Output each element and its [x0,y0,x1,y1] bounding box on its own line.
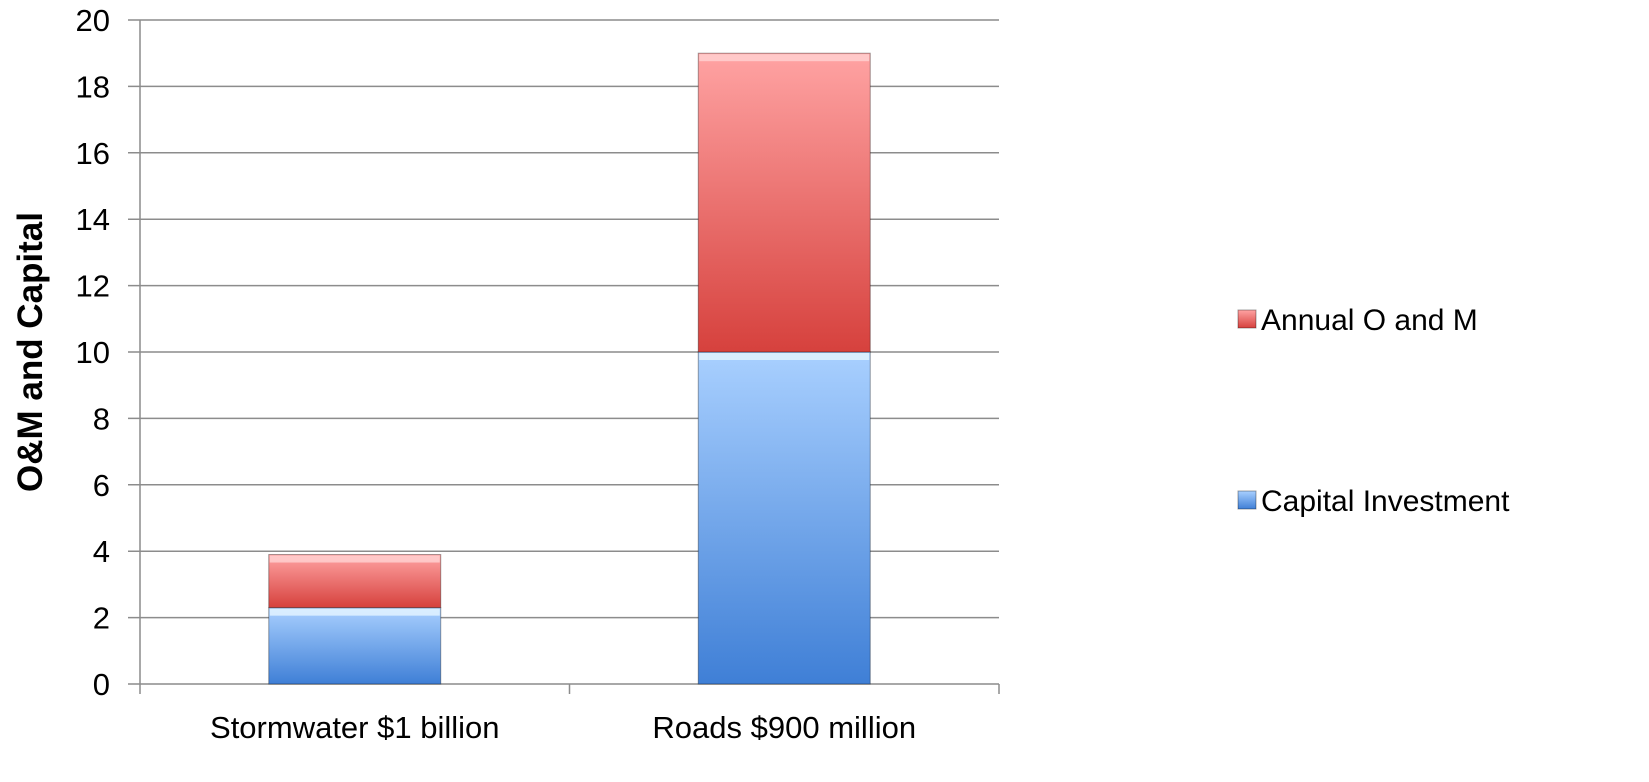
y-tick-label: 6 [93,468,110,503]
y-tick-label: 0 [93,667,110,702]
y-tick-labels: 0 2 4 6 8 10 12 14 16 18 20 [76,3,110,702]
category-labels: Stormwater $1 billion Roads $900 million [210,710,916,745]
gridlines [128,19,999,619]
bar-segment [268,607,442,685]
legend-label: Capital Investment [1261,485,1510,518]
y-tick-label: 10 [76,335,110,370]
bar-highlight [269,555,440,563]
y-tick-label: 14 [76,202,110,237]
legend-swatch [1237,490,1257,510]
legend-label: Annual O and M [1261,304,1478,337]
category-label: Stormwater $1 billion [210,710,499,745]
y-tick-label: 12 [76,269,110,304]
bar-segment [697,52,871,353]
y-tick-label: 4 [93,534,110,569]
y-axis-label: O&M and Capital [11,212,50,492]
category-label: Roads $900 million [652,710,916,745]
bar-segment [697,351,871,685]
legend-item: Capital Investment [1237,485,1510,518]
y-tick-label: 18 [76,69,110,104]
y-tick-label: 20 [76,3,110,38]
bar-highlight [699,353,870,360]
legend: Annual O and M Capital Investment [1237,304,1510,518]
legend-item: Annual O and M [1237,304,1478,337]
y-tick-label: 16 [76,136,110,171]
y-tick-label: 2 [93,601,110,636]
y-tick-label: 8 [93,401,110,436]
bar-highlight [699,54,870,62]
legend-swatch [1237,309,1257,329]
bar-segment [268,554,442,609]
bars [268,52,871,685]
bar-highlight [269,608,440,616]
